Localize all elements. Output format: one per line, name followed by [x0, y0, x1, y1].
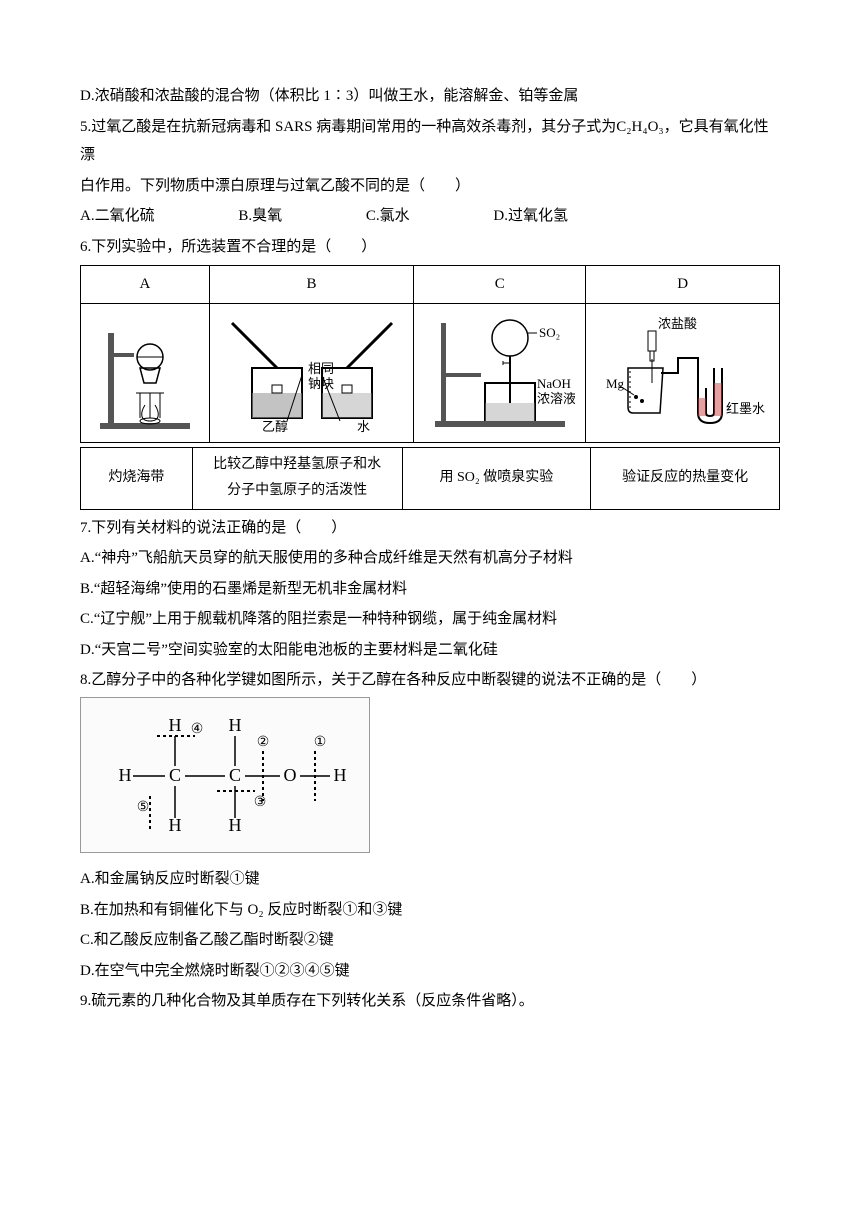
q6-cap-c: 用 SO₂ 做喷泉实验: [402, 447, 591, 509]
q6-cap-b-bot: 分子中氢原子的活泼性: [197, 478, 398, 505]
q8-stem: 8.乙醇分子中的各种化学键如图所示，关于乙醇在各种反应中断裂键的说法不正确的是（…: [80, 666, 780, 695]
svg-text:水: 水: [357, 419, 370, 433]
svg-text:浓溶液: 浓溶液: [537, 391, 575, 406]
q7-opt-b[interactable]: B.“超轻海绵”使用的石墨烯是新型无机非金属材料: [80, 575, 780, 604]
q5-choices: A.二氧化硫 B.臭氧 C.氯水 D.过氧化氢: [80, 202, 780, 231]
q6-fig-b: 相同 钠块 乙醇 水: [209, 303, 414, 442]
q5-opt-c[interactable]: C.氯水: [366, 202, 410, 231]
svg-text:相同: 相同: [308, 361, 334, 376]
svg-text:钠块: 钠块: [308, 376, 334, 391]
q7-opt-d[interactable]: D.“天宫二号”空间实验室的太阳能电池板的主要材料是二氧化硅: [80, 636, 780, 665]
q6-hdr-c: C: [414, 266, 586, 304]
svg-text:③: ③: [254, 795, 267, 810]
q4-option-d: D.浓硝酸和浓盐酸的混合物（体积比 1∶3）叫做王水，能溶解金、铂等金属: [80, 82, 780, 111]
q5-opt-b[interactable]: B.臭氧: [238, 202, 282, 231]
q8-opt-d[interactable]: D.在空气中完全燃烧时断裂①②③④⑤键: [80, 957, 780, 986]
svg-text:H: H: [229, 715, 242, 735]
svg-text:H: H: [169, 715, 182, 735]
q7-opt-c[interactable]: C.“辽宁舰”上用于舰载机降落的阻拦索是一种特种钢缆，属于纯金属材料: [80, 605, 780, 634]
svg-text:O: O: [284, 765, 297, 785]
q6-stem: 6.下列实验中，所选装置不合理的是（ ）: [80, 233, 780, 262]
q6-cap-b: 比较乙醇中羟基氢原子和水 分子中氢原子的活泼性: [192, 447, 402, 509]
svg-text:Mg: Mg: [606, 376, 625, 391]
svg-text:SO₂: SO₂: [539, 325, 560, 340]
svg-text:NaOH: NaOH: [537, 376, 571, 391]
q8-opt-c[interactable]: C.和乙酸反应制备乙酸乙酯时断裂②键: [80, 926, 780, 955]
q8-opt-a[interactable]: A.和金属钠反应时断裂①键: [80, 865, 780, 894]
svg-text:C: C: [169, 765, 181, 785]
q6-cap-d: 验证反应的热量变化: [591, 447, 780, 509]
svg-text:H: H: [334, 765, 347, 785]
svg-text:④: ④: [191, 722, 204, 737]
q8-opt-b[interactable]: B.在加热和有铜催化下与 O₂ 反应时断裂①和③键: [80, 896, 780, 925]
q6-hdr-b: B: [209, 266, 414, 304]
q6-fig-a: [81, 303, 210, 442]
q6-cap-b-top: 比较乙醇中羟基氢原子和水: [197, 452, 398, 479]
q6-table: A B C D: [80, 265, 780, 443]
q9-stem: 9.硫元素的几种化合物及其单质存在下列转化关系（反应条件省略）。: [80, 987, 780, 1016]
q6-cap-a: 灼烧海带: [81, 447, 193, 509]
q5-opt-a[interactable]: A.二氧化硫: [80, 202, 155, 231]
q5-stem-1: 5.过氧乙酸是在抗新冠病毒和 SARS 病毒期间常用的一种高效杀毒剂，其分子式为: [80, 119, 616, 135]
svg-text:H: H: [119, 765, 132, 785]
svg-text:浓盐酸: 浓盐酸: [658, 316, 697, 331]
q5-formula: C₂H₄O₃: [616, 119, 663, 135]
svg-text:②: ②: [257, 735, 270, 750]
q5-stem-line2: 白作用。下列物质中漂白原理与过氧乙酸不同的是（ ）: [80, 172, 780, 201]
q6-hdr-a: A: [81, 266, 210, 304]
q8-structure: H C C O H H H H H ① ② ③ ④ ⑤: [80, 697, 370, 853]
q6-fig-c: SO₂ NaOH 浓溶液: [414, 303, 586, 442]
svg-text:红墨水: 红墨水: [726, 401, 765, 416]
q6-hdr-d: D: [586, 266, 780, 304]
svg-text:乙醇: 乙醇: [262, 419, 288, 433]
q7-stem: 7.下列有关材料的说法正确的是（ ）: [80, 514, 780, 543]
svg-text:⑤: ⑤: [137, 800, 150, 815]
q6-fig-d: 浓盐酸 Mg 红墨水: [586, 303, 780, 442]
q5-opt-d[interactable]: D.过氧化氢: [493, 202, 568, 231]
q5-stem-line1: 5.过氧乙酸是在抗新冠病毒和 SARS 病毒期间常用的一种高效杀毒剂，其分子式为…: [80, 113, 780, 170]
q7-opt-a[interactable]: A.“神舟”飞船航天员穿的航天服使用的多种合成纤维是天然有机高分子材料: [80, 544, 780, 573]
q6-captions: 灼烧海带 比较乙醇中羟基氢原子和水 分子中氢原子的活泼性 用 SO₂ 做喷泉实验…: [80, 447, 780, 510]
svg-text:①: ①: [314, 735, 327, 750]
svg-text:C: C: [229, 765, 241, 785]
